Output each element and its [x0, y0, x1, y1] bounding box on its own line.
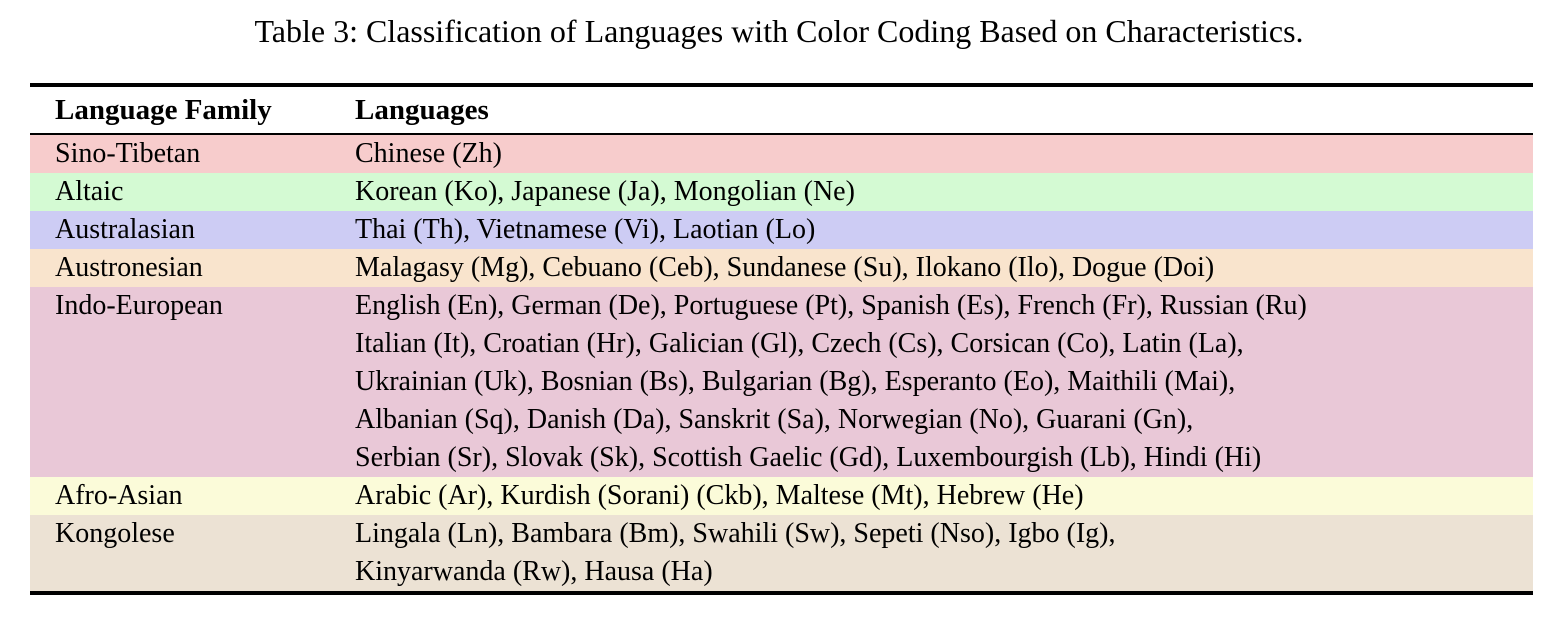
table-row-australasian: Australasian Thai (Th), Vietnamese (Vi),… [30, 211, 1533, 249]
family-cell: Australasian [55, 214, 195, 245]
table-caption: Table 3: Classification of Languages wit… [254, 13, 1304, 49]
table-bottom-rule [30, 591, 1533, 595]
languages-cell: Arabic (Ar), Kurdish (Sorani) (Ckb), Mal… [355, 480, 1084, 511]
table-row-kongolese: Kongolese Lingala (Ln), Bambara (Bm), Sw… [30, 515, 1533, 591]
languages-cell: Thai (Th), Vietnamese (Vi), Laotian (Lo) [355, 214, 816, 245]
table-row-austronesian: Austronesian Malagasy (Mg), Cebuano (Ceb… [30, 249, 1533, 287]
header-languages: Languages [355, 93, 489, 126]
table-top-rule [30, 83, 1533, 87]
table-row-indo-european: Indo-European English (En), German (De),… [30, 287, 1533, 477]
table-header-row: Language Family Languages [30, 87, 1533, 133]
family-cell: Kongolese [55, 518, 175, 549]
table-row-afro-asian: Afro-Asian Arabic (Ar), Kurdish (Sorani)… [30, 477, 1533, 515]
table-row-altaic: Altaic Korean (Ko), Japanese (Ja), Mongo… [30, 173, 1533, 211]
languages-cell: Korean (Ko), Japanese (Ja), Mongolian (N… [355, 176, 855, 207]
languages-cell: Lingala (Ln), Bambara (Bm), Swahili (Sw)… [355, 518, 1116, 587]
table-header-rule [30, 133, 1533, 135]
languages-cell: English (En), German (De), Portuguese (P… [355, 290, 1307, 473]
family-cell: Austronesian [55, 252, 203, 283]
header-language-family: Language Family [55, 93, 272, 126]
languages-cell: Chinese (Zh) [355, 138, 502, 169]
languages-cell: Malagasy (Mg), Cebuano (Ceb), Sundanese … [355, 252, 1215, 283]
table-row-sino-tibetan: Sino-Tibetan Chinese (Zh) [30, 135, 1533, 173]
family-cell: Altaic [55, 176, 124, 207]
family-cell: Afro-Asian [55, 480, 183, 511]
family-cell: Sino-Tibetan [55, 138, 201, 169]
family-cell: Indo-European [55, 290, 223, 321]
language-classification-table: Language Family Languages Sino-Tibetan C… [30, 83, 1533, 595]
